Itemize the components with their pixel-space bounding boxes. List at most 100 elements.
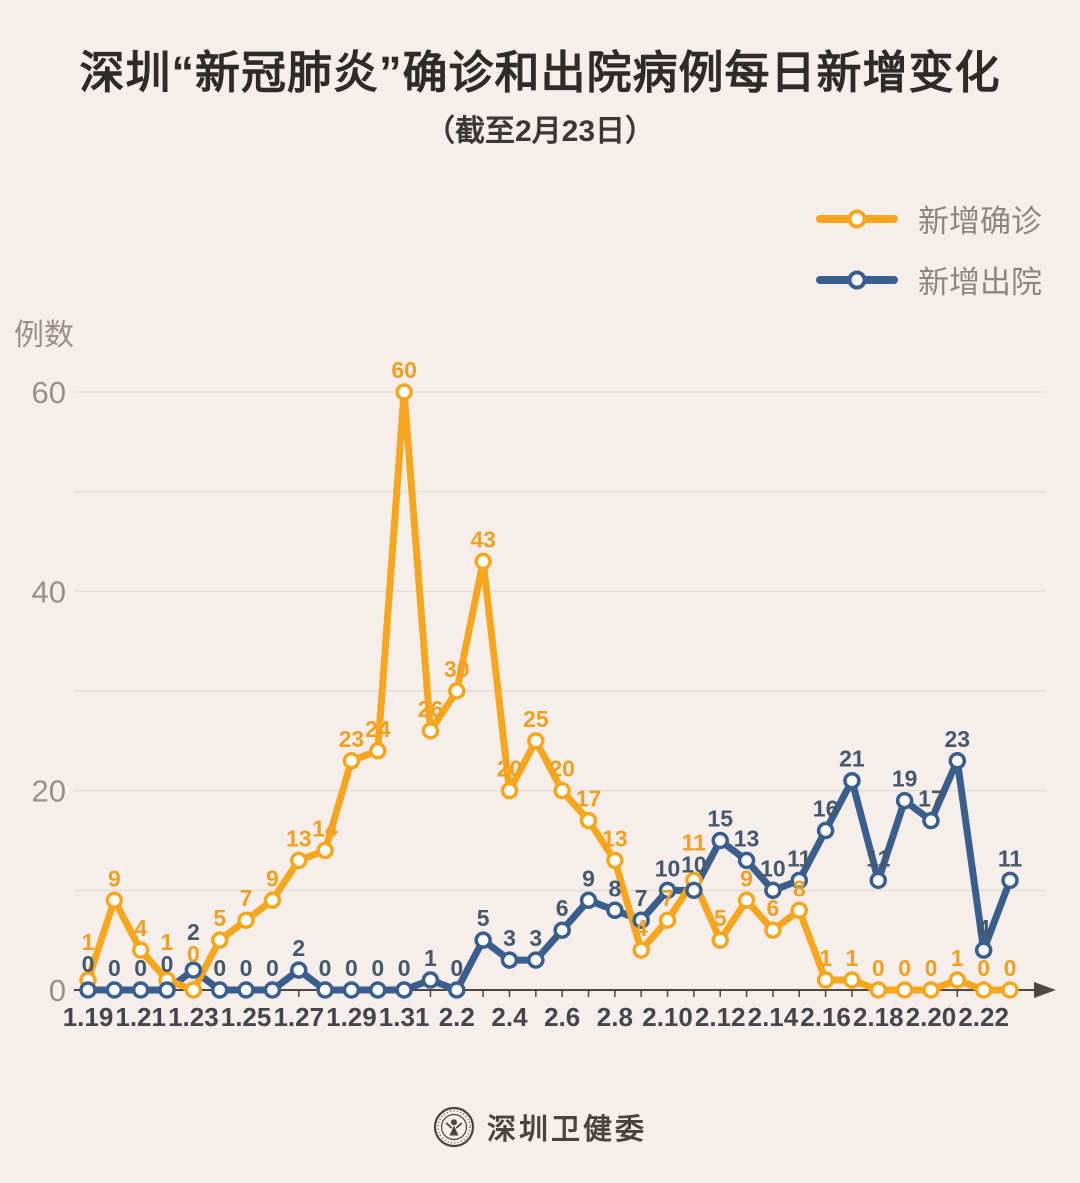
discharged-point bbox=[342, 981, 361, 999]
discharged-value-label: 19 bbox=[892, 766, 918, 792]
x-tick-label: 2.16 bbox=[800, 1002, 851, 1032]
confirmed-value-label: 1 bbox=[951, 945, 964, 971]
x-tick-label: 2.14 bbox=[748, 1002, 799, 1032]
discharged-value-label: 21 bbox=[839, 746, 865, 772]
discharged-value-label: 4 bbox=[977, 915, 990, 941]
confirmed-point bbox=[632, 941, 650, 959]
confirmed-value-label: 13 bbox=[286, 825, 312, 851]
confirmed-point bbox=[474, 552, 492, 571]
discharged-point bbox=[474, 931, 492, 949]
confirmed-point bbox=[263, 891, 282, 910]
confirmed-point bbox=[737, 891, 756, 910]
discharged-value-label: 3 bbox=[503, 925, 516, 951]
legend-item-confirmed: 新增确诊 bbox=[816, 196, 1042, 241]
discharged-value-label: 11 bbox=[866, 845, 891, 871]
discharged-point bbox=[421, 971, 440, 989]
y-axis-title: 例数 bbox=[14, 319, 74, 352]
confirmed-value-label: 14 bbox=[312, 815, 338, 841]
x-tick-label: 2.22 bbox=[958, 1002, 1009, 1032]
x-tick-label: 2.6 bbox=[544, 1002, 580, 1032]
discharged-value-label: 10 bbox=[760, 855, 786, 881]
discharged-value-label: 0 bbox=[450, 955, 463, 981]
confirmed-point bbox=[395, 383, 413, 401]
discharged-value-label: 23 bbox=[945, 726, 971, 752]
legend-label-discharged: 新增出院 bbox=[918, 265, 1042, 300]
discharged-point bbox=[658, 881, 677, 900]
discharged-value-label: 0 bbox=[108, 955, 121, 981]
y-tick-label: 60 bbox=[32, 375, 66, 410]
confirmed-value-label: 60 bbox=[391, 357, 417, 383]
x-tick-label: 2.4 bbox=[491, 1002, 528, 1032]
discharged-point bbox=[790, 871, 809, 890]
discharged-value-label: 1 bbox=[424, 945, 437, 971]
source-name: 深圳卫健委 bbox=[486, 1114, 647, 1146]
discharged-value-label: 0 bbox=[240, 955, 253, 981]
confirmed-value-label: 9 bbox=[266, 865, 279, 891]
confirmed-point bbox=[843, 971, 861, 989]
discharged-point bbox=[210, 981, 229, 999]
discharged-value-label: 17 bbox=[918, 786, 944, 812]
discharged-point bbox=[685, 881, 703, 900]
confirmed-value-label: 4 bbox=[635, 915, 648, 941]
shenzhen-health-logo-icon bbox=[433, 1106, 475, 1148]
x-tick-label: 2.8 bbox=[597, 1002, 633, 1032]
legend-label-confirmed: 新增确诊 bbox=[918, 204, 1042, 239]
confirmed-point bbox=[500, 781, 519, 800]
confirmed-value-label: 13 bbox=[602, 825, 628, 851]
confirmed-point bbox=[316, 841, 334, 860]
confirmed-value-label: 9 bbox=[740, 865, 753, 891]
discharged-point bbox=[527, 951, 545, 969]
discharged-point bbox=[1001, 871, 1019, 890]
discharged-point bbox=[184, 961, 203, 979]
confirmed-line-swatch bbox=[816, 209, 898, 228]
discharged-point bbox=[922, 811, 940, 830]
confirmed-value-label: 1 bbox=[161, 929, 174, 955]
x-tick-label: 1.21 bbox=[115, 1002, 166, 1032]
confirmed-point bbox=[448, 682, 466, 700]
discharged-point bbox=[974, 941, 993, 959]
discharged-value-label: 15 bbox=[707, 806, 733, 832]
discharged-point bbox=[553, 921, 571, 939]
x-tick-label: 1.27 bbox=[273, 1002, 324, 1032]
discharged-value-label: 11 bbox=[998, 845, 1023, 871]
confirmed-value-label: 0 bbox=[872, 955, 885, 981]
discharged-point bbox=[579, 891, 598, 910]
discharged-value-label: 0 bbox=[319, 955, 332, 981]
confirmed-point bbox=[790, 901, 809, 920]
discharged-value-label: 2 bbox=[187, 919, 200, 945]
confirmed-value-label: 1 bbox=[82, 929, 95, 955]
discharged-value-label: 6 bbox=[556, 895, 569, 921]
confirmed-value-label: 7 bbox=[661, 885, 674, 911]
confirmed-value-label: 20 bbox=[549, 756, 575, 782]
discharged-point bbox=[263, 981, 282, 999]
discharged-value-label: 9 bbox=[582, 865, 595, 891]
discharged-point bbox=[500, 951, 519, 969]
confirmed-value-label: 4 bbox=[134, 915, 147, 941]
confirmed-dot-icon bbox=[847, 209, 867, 228]
confirmed-value-label: 25 bbox=[523, 706, 549, 732]
confirmed-value-label: 26 bbox=[418, 696, 444, 722]
confirmed-value-label: 43 bbox=[470, 526, 496, 552]
confirmed-value-label: 0 bbox=[925, 955, 938, 981]
confirmed-value-label: 5 bbox=[714, 905, 727, 931]
discharged-value-label: 13 bbox=[734, 825, 760, 851]
confirmed-value-label: 20 bbox=[497, 756, 523, 782]
confirmed-value-label: 0 bbox=[1004, 955, 1017, 981]
discharged-value-label: 8 bbox=[608, 875, 621, 901]
discharged-value-label: 0 bbox=[161, 951, 174, 977]
x-tick-label: 1.29 bbox=[326, 1002, 377, 1032]
confirmed-value-label: 7 bbox=[240, 885, 253, 911]
discharged-point bbox=[869, 871, 888, 890]
confirmed-point bbox=[764, 921, 782, 939]
discharged-value-label: 11 bbox=[787, 845, 812, 871]
source-footer: 深圳卫健委 bbox=[0, 1106, 1080, 1148]
confirmed-value-label: 17 bbox=[576, 786, 602, 812]
confirmed-point bbox=[922, 981, 940, 999]
x-tick-label: 2.20 bbox=[906, 1002, 957, 1032]
legend: 新增确诊 新增出院 bbox=[816, 196, 1042, 302]
discharged-dot-icon bbox=[847, 270, 867, 289]
discharged-value-label: 10 bbox=[681, 851, 707, 877]
confirmed-point bbox=[658, 911, 677, 929]
discharged-point bbox=[316, 981, 334, 999]
discharged-line-swatch bbox=[816, 270, 898, 289]
